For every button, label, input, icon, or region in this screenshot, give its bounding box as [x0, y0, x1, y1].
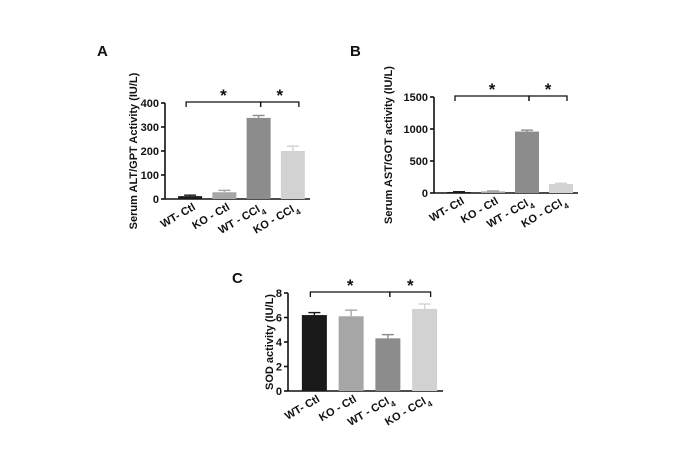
- y-tick-label: 4: [276, 337, 283, 349]
- significance-star: *: [545, 80, 552, 99]
- y-axis-title: Serum ALT/GPT Activity (IU/L): [128, 72, 140, 229]
- significance-bracket: [528, 95, 568, 101]
- bar: [178, 196, 203, 199]
- bar: [549, 184, 573, 193]
- y-tick-label: 300: [141, 122, 159, 134]
- bar: [246, 117, 271, 199]
- panel-letter: C: [232, 270, 243, 287]
- category-label: WT- Ctl: [283, 393, 322, 422]
- y-tick-label: 0: [153, 194, 159, 206]
- y-tick-label: 1000: [404, 124, 428, 136]
- y-tick-label: 500: [410, 156, 428, 168]
- bar: [481, 191, 505, 193]
- chart-panel-b: B Serum AST/GOT activity (IU/L) 0 500 1000 15…: [350, 43, 578, 234]
- y-tick-label: 200: [141, 146, 159, 158]
- bar: [375, 338, 401, 391]
- significance-star: *: [276, 86, 283, 105]
- panel-letter: B: [350, 43, 361, 60]
- y-tick-label: 1500: [404, 92, 428, 104]
- bar: [301, 315, 327, 391]
- category-label: KO - CCl4: [251, 201, 302, 240]
- panel-letter: A: [97, 43, 108, 60]
- significance-bracket: [259, 101, 300, 107]
- bar: [212, 192, 237, 199]
- y-tick-label: 100: [141, 170, 159, 182]
- significance-star: *: [347, 276, 354, 295]
- chart-panel-a: A Serum ALT/GPT Activity (IU/L) 0 100 200 300…: [97, 43, 310, 240]
- bar: [447, 192, 471, 194]
- bar: [515, 131, 539, 193]
- y-tick-label: 400: [141, 98, 159, 110]
- y-tick-label: 0: [422, 188, 428, 200]
- y-tick-label: 0: [276, 386, 282, 398]
- y-tick-label: 2: [276, 362, 282, 374]
- y-axis-title: SOD activity (IU/L): [264, 294, 276, 390]
- significance-star: *: [220, 86, 227, 105]
- y-tick-label: 6: [276, 313, 282, 325]
- significance-bracket: [389, 291, 432, 297]
- category-label: WT- Ctl: [159, 201, 198, 230]
- significance-star: *: [407, 276, 414, 295]
- bar: [338, 316, 364, 391]
- category-label: KO - CCl4: [519, 195, 570, 234]
- bar: [280, 151, 305, 199]
- significance-star: *: [489, 80, 496, 99]
- y-axis-title: Serum AST/GOT activity (IU/L): [383, 66, 395, 224]
- category-label: KO - CCl4: [383, 393, 434, 432]
- y-tick-label: 8: [276, 288, 282, 300]
- bar: [412, 308, 438, 391]
